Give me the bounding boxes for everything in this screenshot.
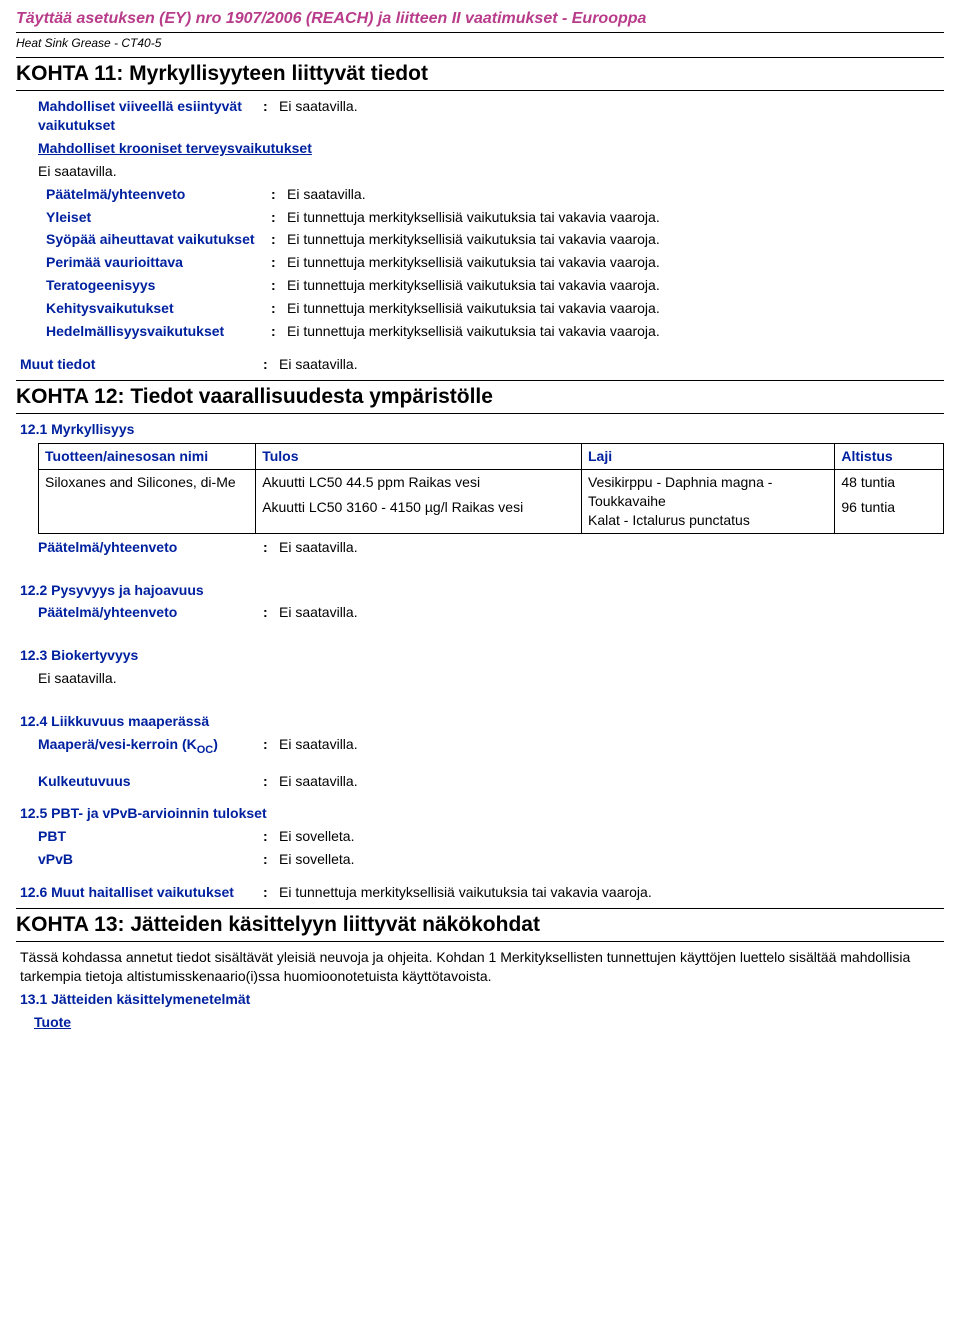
vpvb-value: Ei sovelleta. xyxy=(279,850,944,869)
section-12-6-row: 12.6 Muut haitalliset vaikutukset : Ei t… xyxy=(20,883,944,902)
cell-species: Vesikirppu - Daphnia magna - Toukkavaihe… xyxy=(581,469,834,533)
delayed-effects-row: Mahdolliset viiveellä esiintyvät vaikutu… xyxy=(38,97,944,135)
section-12-3-heading: 12.3 Biokertyvyys xyxy=(20,646,944,665)
col-species: Laji xyxy=(581,444,834,470)
field-label: Päätelmä/yhteenveto xyxy=(46,185,271,204)
field-label: Yleiset xyxy=(46,208,271,227)
regulation-header: Täyttää asetuksen (EY) nro 1907/2006 (RE… xyxy=(16,8,944,33)
bioaccumulation-text: Ei saatavilla. xyxy=(20,669,944,688)
mutagen-row: Perimää vaurioittava : Ei tunnettuja mer… xyxy=(46,253,944,272)
cell-result: Akuutti LC50 44.5 ppm Raikas vesi Akuutt… xyxy=(256,469,582,533)
mobility-row: Kulkeutuvuus : Ei saatavilla. xyxy=(38,772,944,791)
conclusion-value: Ei saatavilla. xyxy=(279,603,944,622)
section-12-6-value: Ei tunnettuja merkityksellisiä vaikutuks… xyxy=(279,883,944,902)
col-exposure: Altistus xyxy=(835,444,944,470)
cell-name: Siloxanes and Silicones, di-Me xyxy=(39,469,256,533)
conclusion-row-12-1: Päätelmä/yhteenveto : Ei saatavilla. xyxy=(38,538,944,557)
field-value: Ei tunnettuja merkityksellisiä vaikutuks… xyxy=(287,230,944,249)
vpvb-label: vPvB xyxy=(38,850,263,869)
product-name: Heat Sink Grease - CT40-5 xyxy=(16,35,944,51)
species-2: Kalat - Ictalurus punctatus xyxy=(588,511,828,530)
exposure-2: 96 tuntia xyxy=(841,498,937,517)
delayed-effects-label: Mahdolliset viiveellä esiintyvät vaikutu… xyxy=(38,97,263,135)
field-value: Ei tunnettuja merkityksellisiä vaikutuks… xyxy=(287,322,944,341)
fertility-row: Hedelmällisyysvaikutukset : Ei tunnettuj… xyxy=(46,322,944,341)
result-2: Akuutti LC50 3160 - 4150 µg/l Raikas ves… xyxy=(262,498,575,517)
section-13-intro: Tässä kohdassa annetut tiedot sisältävät… xyxy=(16,948,944,986)
conclusion-row-12-2: Päätelmä/yhteenveto : Ei saatavilla. xyxy=(38,603,944,622)
pbt-row: PBT : Ei sovelleta. xyxy=(38,827,944,846)
field-value: Ei tunnettuja merkityksellisiä vaikutuks… xyxy=(287,208,944,227)
carcinogen-row: Syöpää aiheuttavat vaikutukset : Ei tunn… xyxy=(46,230,944,249)
koc-row: Maaperä/vesi-kerroin (KOC) : Ei saatavil… xyxy=(38,735,944,758)
section-13-1-heading: 13.1 Jätteiden käsittelymenetelmät xyxy=(16,990,944,1009)
result-1: Akuutti LC50 44.5 ppm Raikas vesi xyxy=(262,473,575,492)
section-12-6-label: 12.6 Muut haitalliset vaikutukset xyxy=(20,883,263,902)
chronic-heading: Mahdolliset krooniset terveysvaikutukset xyxy=(38,140,312,156)
field-value: Ei tunnettuja merkityksellisiä vaikutuks… xyxy=(287,299,944,318)
toxicity-table: Tuotteen/ainesosan nimi Tulos Laji Altis… xyxy=(38,443,944,534)
field-value: Ei saatavilla. xyxy=(287,185,944,204)
mobility-value: Ei saatavilla. xyxy=(279,772,944,791)
field-label: Kehitysvaikutukset xyxy=(46,299,271,318)
conclusion-row: Päätelmä/yhteenveto : Ei saatavilla. xyxy=(46,185,944,204)
section-12-2-heading: 12.2 Pysyvyys ja hajoavuus xyxy=(20,581,944,600)
section-12-4-heading: 12.4 Liikkuvuus maaperässä xyxy=(20,712,944,731)
section-12-5-heading: 12.5 PBT- ja vPvB-arvioinnin tulokset xyxy=(20,804,944,823)
other-info-row: Muut tiedot : Ei saatavilla. xyxy=(16,355,944,374)
field-label: Syöpää aiheuttavat vaikutukset xyxy=(46,230,271,249)
col-result: Tulos xyxy=(256,444,582,470)
cell-exposure: 48 tuntia 96 tuntia xyxy=(835,469,944,533)
section-13-heading: KOHTA 13: Jätteiden käsittelyyn liittyvä… xyxy=(16,908,944,942)
field-value: Ei tunnettuja merkityksellisiä vaikutuks… xyxy=(287,276,944,295)
vpvb-row: vPvB : Ei sovelleta. xyxy=(38,850,944,869)
other-info-label: Muut tiedot xyxy=(20,355,263,374)
table-header-row: Tuotteen/ainesosan nimi Tulos Laji Altis… xyxy=(39,444,944,470)
development-row: Kehitysvaikutukset : Ei tunnettuja merki… xyxy=(46,299,944,318)
delayed-effects-value: Ei saatavilla. xyxy=(279,97,944,135)
field-value: Ei tunnettuja merkityksellisiä vaikutuks… xyxy=(287,253,944,272)
section-11-heading: KOHTA 11: Myrkyllisyyteen liittyvät tied… xyxy=(16,57,944,91)
species-1: Vesikirppu - Daphnia magna - Toukkavaihe xyxy=(588,473,828,511)
mobility-label: Kulkeutuvuus xyxy=(38,772,263,791)
section-12-1-heading: 12.1 Myrkyllisyys xyxy=(20,420,944,439)
conclusion-value: Ei saatavilla. xyxy=(279,538,944,557)
product-subheading: Tuote xyxy=(34,1013,944,1032)
field-label: Teratogeenisyys xyxy=(46,276,271,295)
conclusion-label: Päätelmä/yhteenveto xyxy=(38,538,263,557)
koc-value: Ei saatavilla. xyxy=(279,735,944,758)
field-label: Hedelmällisyysvaikutukset xyxy=(46,322,271,341)
other-info-value: Ei saatavilla. xyxy=(279,355,944,374)
chronic-text: Ei saatavilla. xyxy=(38,162,944,181)
koc-label: Maaperä/vesi-kerroin (KOC) xyxy=(38,735,263,758)
colon: : xyxy=(263,97,279,135)
exposure-1: 48 tuntia xyxy=(841,473,937,492)
col-name: Tuotteen/ainesosan nimi xyxy=(39,444,256,470)
general-row: Yleiset : Ei tunnettuja merkityksellisiä… xyxy=(46,208,944,227)
pbt-label: PBT xyxy=(38,827,263,846)
field-label: Perimää vaurioittava xyxy=(46,253,271,272)
table-row: Siloxanes and Silicones, di-Me Akuutti L… xyxy=(39,469,944,533)
pbt-value: Ei sovelleta. xyxy=(279,827,944,846)
conclusion-label: Päätelmä/yhteenveto xyxy=(38,603,263,622)
section-12-heading: KOHTA 12: Tiedot vaarallisuudesta ympäri… xyxy=(16,380,944,414)
teratogen-row: Teratogeenisyys : Ei tunnettuja merkityk… xyxy=(46,276,944,295)
